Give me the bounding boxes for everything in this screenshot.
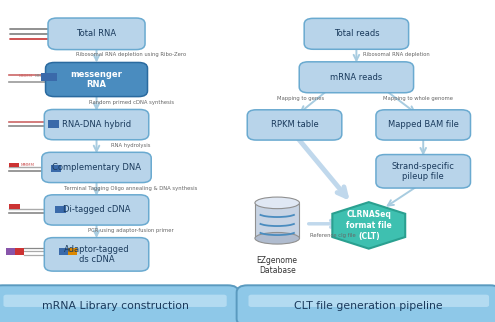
- FancyBboxPatch shape: [237, 285, 495, 322]
- FancyBboxPatch shape: [376, 110, 470, 140]
- Text: MMMM: MMMM: [21, 163, 35, 166]
- FancyBboxPatch shape: [59, 248, 68, 255]
- Text: Total reads: Total reads: [334, 29, 379, 38]
- Text: Adaptor-tagged
ds cDNA: Adaptor-tagged ds cDNA: [64, 245, 129, 264]
- FancyBboxPatch shape: [51, 165, 61, 172]
- FancyBboxPatch shape: [68, 248, 77, 255]
- Text: CLRNASeq
format file
(CLT): CLRNASeq format file (CLT): [346, 210, 392, 241]
- Text: Complementary DNA: Complementary DNA: [52, 163, 141, 172]
- Text: messenger
RNA: messenger RNA: [71, 70, 122, 89]
- FancyBboxPatch shape: [15, 248, 24, 255]
- FancyBboxPatch shape: [45, 195, 148, 225]
- FancyBboxPatch shape: [9, 204, 20, 209]
- Text: Ribosomal RNA depletion: Ribosomal RNA depletion: [363, 52, 429, 57]
- Text: Mapped BAM file: Mapped BAM file: [388, 120, 459, 129]
- FancyBboxPatch shape: [3, 295, 227, 307]
- Text: RPKM table: RPKM table: [271, 120, 318, 129]
- FancyBboxPatch shape: [304, 18, 408, 49]
- FancyBboxPatch shape: [48, 18, 145, 50]
- FancyBboxPatch shape: [0, 285, 239, 322]
- Text: CLT file generation pipeline: CLT file generation pipeline: [295, 300, 443, 311]
- Text: Ribosomal RNA depletion using Ribo-Zero: Ribosomal RNA depletion using Ribo-Zero: [76, 52, 186, 57]
- Text: mRNA Library construction: mRNA Library construction: [42, 300, 189, 311]
- Text: Strand-specific
pileup file: Strand-specific pileup file: [392, 162, 455, 181]
- Text: Di-tagged cDNA: Di-tagged cDNA: [63, 205, 130, 214]
- Text: Total RNA: Total RNA: [76, 29, 117, 38]
- Text: Terminal Tagging Oligo annealing & DNA synthesis: Terminal Tagging Oligo annealing & DNA s…: [64, 185, 198, 191]
- FancyBboxPatch shape: [41, 73, 50, 81]
- Text: Mapping to genes: Mapping to genes: [277, 96, 325, 101]
- Ellipse shape: [255, 232, 299, 244]
- FancyBboxPatch shape: [247, 110, 342, 140]
- Text: MMMM: MMMM: [35, 74, 49, 78]
- FancyBboxPatch shape: [299, 62, 413, 93]
- Text: Reference clg file: Reference clg file: [310, 233, 356, 238]
- Text: Mapping to whole genome: Mapping to whole genome: [383, 96, 453, 101]
- FancyBboxPatch shape: [55, 206, 66, 213]
- Text: RNA hydrolysis: RNA hydrolysis: [111, 143, 151, 148]
- Text: EZgenome
Database: EZgenome Database: [257, 256, 297, 275]
- Text: MMMM: MMMM: [19, 74, 33, 78]
- FancyBboxPatch shape: [48, 120, 59, 128]
- FancyBboxPatch shape: [9, 163, 19, 167]
- FancyBboxPatch shape: [376, 155, 470, 188]
- Polygon shape: [332, 202, 405, 249]
- FancyBboxPatch shape: [248, 295, 489, 307]
- FancyBboxPatch shape: [45, 109, 148, 140]
- FancyBboxPatch shape: [45, 238, 148, 271]
- Text: Random primed cDNA synthesis: Random primed cDNA synthesis: [89, 99, 174, 105]
- FancyBboxPatch shape: [6, 248, 15, 255]
- Text: RNA-DNA hybrid: RNA-DNA hybrid: [62, 120, 131, 129]
- Text: PCR using adaptor-fusion primer: PCR using adaptor-fusion primer: [88, 228, 174, 233]
- Text: mRNA reads: mRNA reads: [330, 73, 383, 82]
- FancyBboxPatch shape: [42, 152, 151, 183]
- FancyBboxPatch shape: [49, 73, 57, 81]
- Bar: [255, 203, 299, 238]
- Ellipse shape: [255, 197, 299, 209]
- FancyBboxPatch shape: [46, 62, 148, 97]
